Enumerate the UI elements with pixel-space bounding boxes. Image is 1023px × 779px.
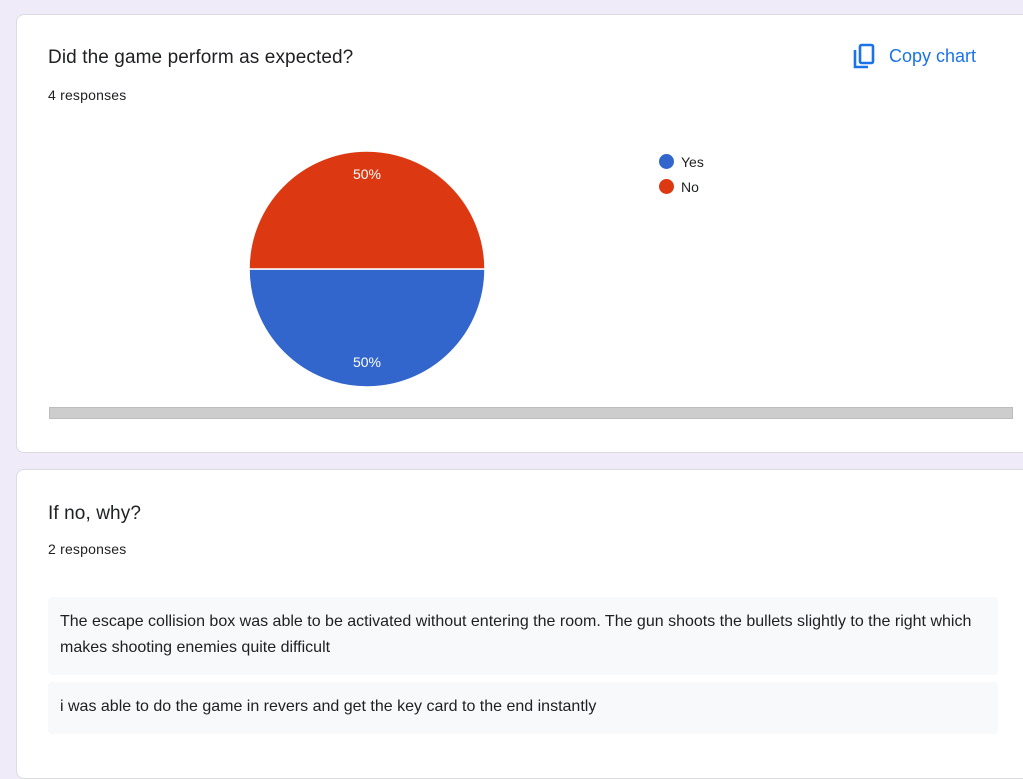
question-title: If no, why? <box>48 503 141 524</box>
pie-slice-label: 50% <box>352 354 382 371</box>
chart-legend: Yes No <box>659 149 704 199</box>
question-card-why: If no, why? 2 responses The escape colli… <box>16 469 1023 779</box>
response-count: 4 responses <box>48 87 127 103</box>
pie-slice-label: 50% <box>352 165 382 182</box>
response-item: i was able to do the game in revers and … <box>48 682 998 734</box>
question-title: Did the game perform as expected? <box>48 47 354 68</box>
pie-slice-no[interactable] <box>248 150 486 270</box>
legend-item-no[interactable]: No <box>659 174 704 199</box>
horizontal-scrollbar[interactable] <box>49 407 1013 419</box>
legend-label: No <box>681 178 699 195</box>
question-card-performance: Did the game perform as expected? 4 resp… <box>16 14 1023 453</box>
copy-chart-label: Copy chart <box>889 45 977 66</box>
legend-item-yes[interactable]: Yes <box>659 149 704 174</box>
pie-slice-yes[interactable] <box>248 268 486 388</box>
legend-swatch <box>659 154 674 169</box>
legend-label: Yes <box>681 153 704 170</box>
response-count: 2 responses <box>48 541 127 557</box>
copy-icon <box>853 43 875 69</box>
legend-swatch <box>659 179 674 194</box>
pie-chart <box>248 150 486 388</box>
response-item: The escape collision box was able to be … <box>48 597 998 675</box>
copy-chart-button[interactable]: Copy chart <box>853 41 976 71</box>
